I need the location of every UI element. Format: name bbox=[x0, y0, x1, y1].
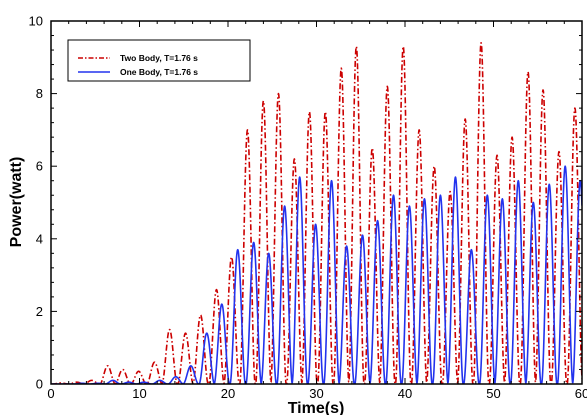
x-tick-label: 30 bbox=[309, 386, 323, 401]
y-tick-label: 0 bbox=[36, 377, 43, 392]
y-tick-label: 6 bbox=[36, 159, 43, 174]
x-tick-label: 60 bbox=[575, 386, 587, 401]
axes-layer: 0 10 20 30 40 50 60 0 2 4 6 8 10 bbox=[29, 14, 587, 402]
series-line-two-body bbox=[51, 41, 582, 384]
x-tick-label: 50 bbox=[486, 386, 500, 401]
series-layer bbox=[51, 41, 582, 384]
legend-label-one-body: One Body, T=1.76 s bbox=[120, 67, 198, 77]
legend-box bbox=[67, 39, 251, 82]
legend-label-two-body: Two Body, T=1.76 s bbox=[120, 53, 198, 63]
y-axis-title: Power(watt) bbox=[8, 157, 25, 248]
x-tick-label: 40 bbox=[398, 386, 412, 401]
y-tick-label: 4 bbox=[36, 231, 43, 246]
x-tick-label: 10 bbox=[132, 386, 146, 401]
y-tick-label: 8 bbox=[36, 86, 43, 101]
x-axis-title: Time(s) bbox=[288, 400, 345, 415]
y-tick-label: 10 bbox=[29, 14, 43, 29]
legend: Two Body, T=1.76 s One Body, T=1.76 s bbox=[67, 39, 251, 82]
x-tick-label: 0 bbox=[47, 386, 54, 401]
y-tick-label: 2 bbox=[36, 304, 43, 319]
x-tick-label: 20 bbox=[221, 386, 235, 401]
